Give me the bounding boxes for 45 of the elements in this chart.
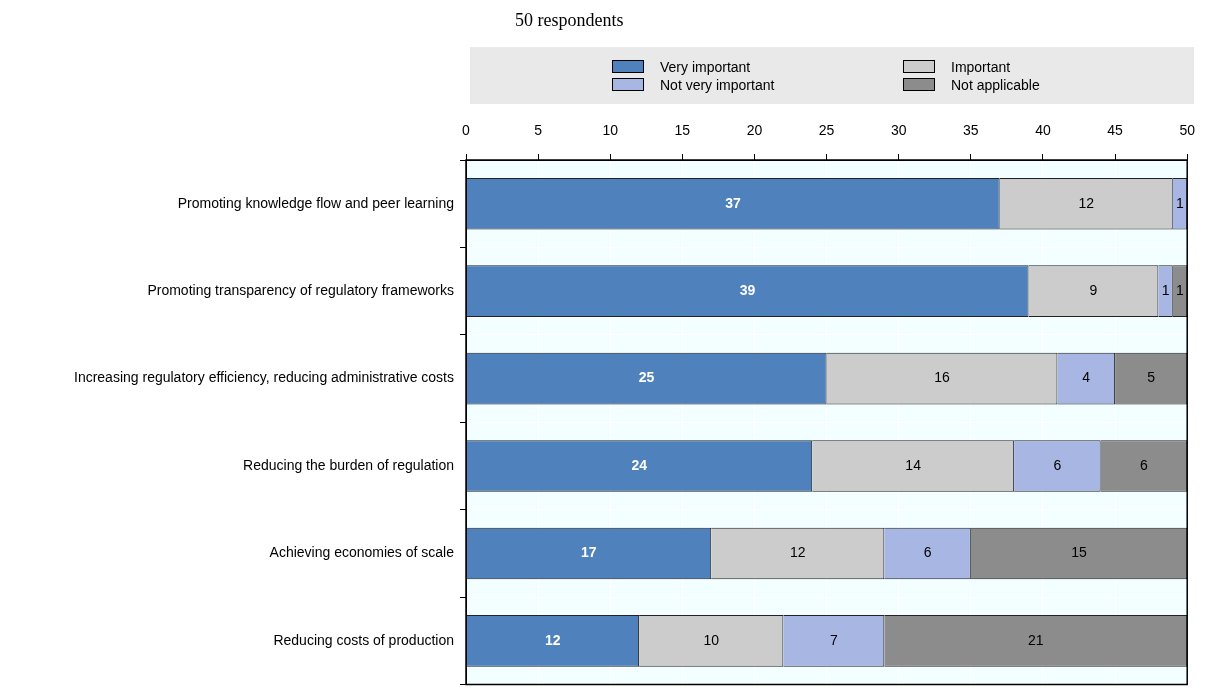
y-tick-label: Achieving economies of scale <box>269 544 455 561</box>
x-tick-label: 5 <box>534 122 543 139</box>
data-label: 14 <box>905 456 922 473</box>
data-label: 24 <box>631 456 648 473</box>
data-label: 7 <box>829 631 838 648</box>
legend-label: Very important <box>660 58 751 75</box>
data-label: 37 <box>725 194 742 211</box>
data-label: 16 <box>934 369 950 386</box>
y-tick-label: Increasing regulatory efficiency, reducing administrative costs <box>74 369 454 386</box>
data-label: 6 <box>1053 456 1062 473</box>
x-tick-label: 45 <box>1107 122 1124 139</box>
y-tick-label: Promoting knowledge flow and peer learning <box>177 194 454 211</box>
y-tick-label: Reducing the burden of regulation <box>243 456 454 473</box>
x-tick-label: 25 <box>818 122 835 139</box>
legend-label: Not applicable <box>951 76 1040 93</box>
data-label: 12 <box>545 631 561 648</box>
data-label: 39 <box>739 282 756 299</box>
data-label: 5 <box>1147 369 1156 386</box>
data-label: 15 <box>1071 544 1088 561</box>
data-label: 21 <box>1027 631 1044 648</box>
data-label: 1 <box>1176 194 1185 211</box>
data-label: 1 <box>1161 282 1170 299</box>
chart-title: 50 respondents <box>515 10 624 31</box>
data-label: 10 <box>703 631 720 648</box>
x-tick-label: 35 <box>963 122 979 139</box>
data-label: 9 <box>1089 282 1098 299</box>
data-label: 6 <box>1140 456 1149 473</box>
data-label: 1 <box>1176 282 1185 299</box>
x-tick-label: 10 <box>602 122 619 139</box>
x-tick-label: 15 <box>674 122 691 139</box>
y-tick-label: Promoting transparency of regulatory frameworks <box>147 282 454 299</box>
x-tick-label: 50 <box>1179 122 1196 139</box>
x-tick-label: 30 <box>890 122 907 139</box>
data-label: 12 <box>789 544 806 561</box>
x-tick-label: 40 <box>1035 122 1051 139</box>
y-tick-label: Reducing costs of production <box>273 631 454 648</box>
data-label: 25 <box>638 369 655 386</box>
legend-label: Not very important <box>660 76 775 93</box>
data-label: 6 <box>923 544 932 561</box>
data-label: 17 <box>581 544 597 561</box>
legend-label: Important <box>951 58 1011 75</box>
x-tick-label: 20 <box>746 122 763 139</box>
data-label: 12 <box>1078 194 1095 211</box>
x-tick-label: 0 <box>462 122 471 139</box>
data-label: 4 <box>1082 369 1091 386</box>
